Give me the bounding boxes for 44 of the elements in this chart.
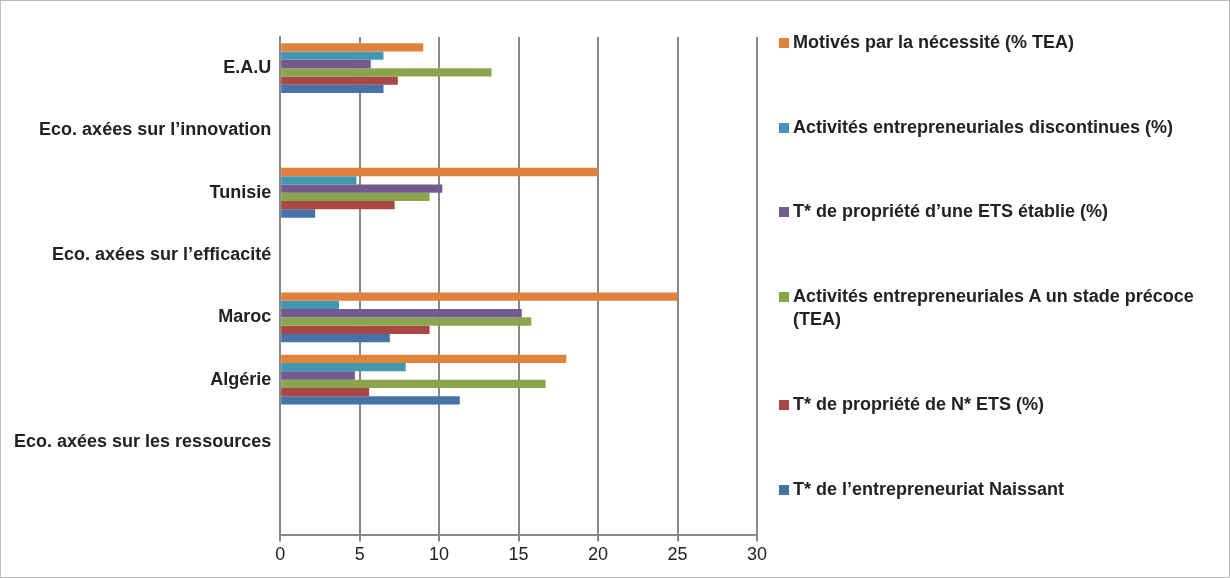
bar	[281, 309, 522, 318]
bar	[281, 209, 316, 218]
bar	[281, 333, 390, 343]
bar	[281, 317, 532, 326]
bar	[281, 354, 567, 364]
y-tick-label: Tunisie	[209, 181, 272, 202]
y-tick-label: Eco. axées sur l’efficacité	[52, 244, 272, 265]
bar	[281, 396, 460, 405]
bar	[281, 325, 430, 334]
x-tick-label: 30	[746, 544, 768, 565]
y-tick-label: Eco. axées sur l’innovation	[39, 119, 272, 140]
x-tick-label: 15	[508, 544, 529, 565]
legend-label: Activités entrepreneuriales A un stade précoce (TEA)	[793, 284, 1195, 332]
bar	[281, 201, 395, 210]
legend-label: Motivés par la nécessité (% TEA)	[793, 31, 1075, 54]
y-tick-label: Eco. axées sur les ressources	[14, 430, 272, 451]
bar	[281, 76, 398, 85]
x-tick-label: 0	[275, 544, 286, 565]
bar	[281, 59, 371, 69]
bar	[281, 43, 424, 52]
bar	[281, 51, 384, 60]
bar	[281, 292, 678, 301]
bar	[281, 363, 406, 372]
bar	[281, 176, 357, 185]
bar	[281, 192, 430, 202]
x-tick-label: 25	[667, 544, 688, 565]
bar	[281, 84, 384, 94]
bar	[281, 68, 492, 77]
legend-label: T* de l’entrepreneuriat Naissant	[793, 477, 1065, 501]
y-tick-label: Algérie	[210, 368, 272, 389]
bar	[281, 300, 339, 310]
y-tick-label: Maroc	[218, 306, 272, 327]
bar	[281, 379, 546, 388]
legend-label: Activités entrepreneuriales discontinues (%)	[793, 115, 1174, 139]
legend-label: T* de propriété d’une ETS établie (%)	[793, 200, 1109, 224]
x-tick-label: 10	[429, 544, 450, 565]
x-tick-label: 20	[588, 544, 609, 565]
bar	[281, 387, 370, 397]
y-tick-label: E.A.U	[223, 57, 272, 78]
x-tick-label: 5	[354, 544, 365, 565]
bar	[281, 371, 355, 380]
legend-label: T* de propriété de N* ETS (%)	[793, 392, 1045, 416]
bar	[281, 184, 443, 193]
bar	[281, 167, 599, 177]
